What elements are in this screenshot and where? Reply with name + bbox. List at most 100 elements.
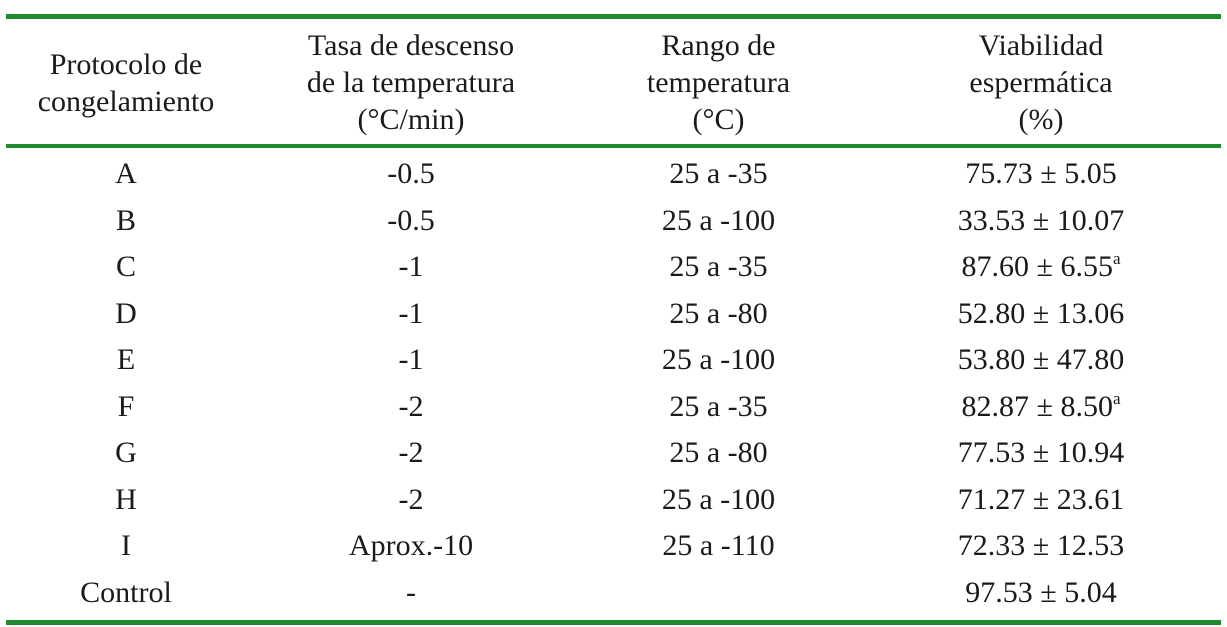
cell-range: 25 a -100 (576, 477, 861, 524)
table-row: H -2 25 a -100 71.27 ± 23.61 (6, 477, 1221, 524)
cell-protocol: F (6, 384, 246, 431)
cell-rate-text: -1 (398, 343, 424, 377)
cell-viability: 77.53 ± 10.94 (861, 430, 1221, 477)
cell-viability: 87.60 ± 6.55a (861, 244, 1221, 291)
header-range: Rango de temperatura (°C) (576, 19, 861, 144)
cell-rate: -0.5 (246, 148, 576, 198)
header-line: Viabilidad (978, 29, 1104, 62)
cell-rate-text: Aprox.-10 (348, 529, 474, 563)
cell-rate: -2 (246, 384, 576, 431)
cell-viability-text: 33.53 ± 10.07 (957, 203, 1125, 237)
cell-rate: -1 (246, 244, 576, 291)
cell-range: 25 a -35 (576, 384, 861, 431)
cell-protocol: B (6, 198, 246, 245)
header-row: Protocolo de congelamiento Tasa de desce… (6, 19, 1221, 144)
cell-protocol: I (6, 523, 246, 570)
cell-range-text: 25 a -35 (669, 250, 768, 284)
table-row: Control - 97.53 ± 5.04 (6, 570, 1221, 617)
cell-rate: -2 (246, 477, 576, 524)
table-row: F -2 25 a -35 82.87 ± 8.50a (6, 384, 1221, 431)
cell-range: 25 a -35 (576, 148, 861, 198)
header-rate: Tasa de descenso de la temperatura (°C/m… (246, 19, 576, 144)
cell-viability-text: 53.80 ± 47.80 (957, 343, 1125, 377)
cell-range-text: 25 a -100 (661, 343, 776, 377)
header-viability: Viabilidad espermática (%) (861, 19, 1221, 144)
table-row: G -2 25 a -80 77.53 ± 10.94 (6, 430, 1221, 477)
cell-viability-text: 52.80 ± 13.06 (957, 296, 1125, 330)
cell-viability-text: 97.53 ± 5.04 (965, 575, 1117, 609)
cell-viability: 53.80 ± 47.80 (861, 337, 1221, 384)
cell-viability-text: 72.33 ± 12.53 (957, 529, 1125, 563)
cell-range: 25 a -80 (576, 291, 861, 338)
cell-protocol: E (6, 337, 246, 384)
cell-rate: -1 (246, 291, 576, 338)
header-line: (°C/min) (357, 103, 465, 136)
cell-rate: Aprox.-10 (246, 523, 576, 570)
cell-protocol-text: I (121, 529, 131, 563)
cell-protocol-text: H (115, 482, 137, 516)
cell-protocol: C (6, 244, 246, 291)
header-protocol: Protocolo de congelamiento (6, 19, 246, 144)
header-line: espermática (969, 66, 1113, 99)
significance-superscript: a (1112, 388, 1121, 408)
cell-viability-text: 77.53 ± 10.94 (957, 436, 1125, 470)
cell-viability: 75.73 ± 5.05 (861, 148, 1221, 198)
cell-rate-text: -0.5 (387, 203, 435, 237)
data-table: Protocolo de congelamiento Tasa de desce… (6, 19, 1221, 144)
cell-viability: 71.27 ± 23.61 (861, 477, 1221, 524)
cell-viability-text: 87.60 ± 6.55 (961, 250, 1113, 284)
cell-viability: 82.87 ± 8.50a (861, 384, 1221, 431)
header-line: congelamiento (37, 84, 215, 118)
cell-rate: - (246, 570, 576, 617)
cell-rate-text: -1 (398, 250, 424, 284)
cell-protocol-text: E (116, 343, 136, 377)
cell-viability-text: 82.87 ± 8.50 (961, 389, 1113, 423)
cell-range-text: 25 a -100 (661, 482, 776, 516)
data-table-container: Protocolo de congelamiento Tasa de desce… (6, 14, 1221, 625)
table-row: C -1 25 a -35 87.60 ± 6.55a (6, 244, 1221, 291)
cell-viability-text: 75.73 ± 5.05 (965, 157, 1117, 191)
cell-viability: 33.53 ± 10.07 (861, 198, 1221, 245)
cell-rate: -2 (246, 430, 576, 477)
header-line: Protocolo de (49, 47, 203, 81)
header-line: de la temperatura (306, 66, 516, 99)
cell-range: 25 a -100 (576, 198, 861, 245)
cell-rate: -0.5 (246, 198, 576, 245)
cell-protocol-text: Control (80, 575, 172, 609)
cell-range-text: 25 a -100 (661, 203, 776, 237)
cell-protocol-text: B (115, 203, 136, 237)
cell-rate-text: -2 (398, 482, 424, 516)
cell-viability: 52.80 ± 13.06 (861, 291, 1221, 338)
header-line: temperatura (646, 66, 791, 99)
cell-protocol-text: D (115, 296, 137, 330)
table-row: I Aprox.-10 25 a -110 72.33 ± 12.53 (6, 523, 1221, 570)
cell-rate-text: -1 (398, 296, 424, 330)
cell-viability: 97.53 ± 5.04 (861, 570, 1221, 617)
cell-range: 25 a -110 (576, 523, 861, 570)
cell-protocol: D (6, 291, 246, 338)
cell-viability-text: 71.27 ± 23.61 (957, 482, 1125, 516)
cell-protocol: H (6, 477, 246, 524)
cell-rate-text: -0.5 (387, 157, 435, 191)
cell-range: 25 a -35 (576, 244, 861, 291)
cell-protocol: G (6, 430, 246, 477)
table-header: Protocolo de congelamiento Tasa de desce… (6, 19, 1221, 144)
cell-protocol-text: A (115, 157, 137, 191)
table-body: A -0.5 25 a -35 75.73 ± 5.05 B -0.5 25 a -100 3… (6, 148, 1221, 616)
cell-rate-text: -2 (398, 389, 424, 423)
bottom-rule (6, 620, 1221, 625)
cell-rate: -1 (246, 337, 576, 384)
cell-range: 25 a -100 (576, 337, 861, 384)
header-line: (%) (1018, 103, 1064, 136)
cell-range-text: 25 a -80 (669, 436, 768, 470)
cell-rate-text: -2 (398, 436, 424, 470)
cell-protocol-text: G (115, 436, 137, 470)
cell-range-text: 25 a -35 (669, 389, 768, 423)
table-row: B -0.5 25 a -100 33.53 ± 10.07 (6, 198, 1221, 245)
header-rule (6, 144, 1221, 148)
cell-rate-text: - (406, 575, 416, 609)
cell-range-text: 25 a -110 (662, 529, 775, 563)
cell-protocol-text: C (115, 250, 136, 284)
cell-range (576, 570, 861, 617)
table-row: E -1 25 a -100 53.80 ± 47.80 (6, 337, 1221, 384)
